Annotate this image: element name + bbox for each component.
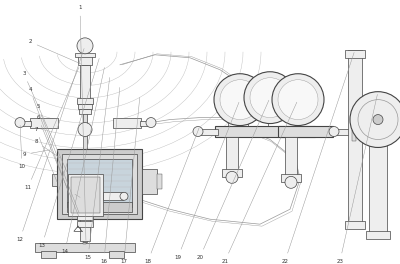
Bar — [278, 126, 333, 138]
Text: 3: 3 — [22, 71, 67, 172]
Text: 15: 15 — [84, 78, 110, 260]
Text: 19: 19 — [174, 102, 239, 260]
Bar — [78, 56, 92, 65]
Bar — [78, 104, 92, 109]
Bar — [226, 138, 238, 172]
Bar — [62, 154, 137, 214]
Circle shape — [193, 126, 203, 136]
Bar — [83, 240, 86, 244]
Bar — [75, 53, 95, 57]
Bar — [79, 109, 91, 114]
Text: 8: 8 — [34, 139, 60, 158]
Circle shape — [350, 92, 400, 148]
Circle shape — [250, 78, 290, 117]
Bar — [224, 115, 232, 119]
Circle shape — [78, 122, 92, 136]
Text: 12: 12 — [16, 49, 84, 242]
Text: 17: 17 — [120, 97, 140, 263]
Text: 14: 14 — [62, 68, 104, 254]
Text: 10: 10 — [18, 125, 26, 169]
Bar — [345, 50, 365, 58]
Circle shape — [329, 126, 339, 136]
Bar — [68, 174, 103, 216]
Bar — [315, 129, 333, 135]
Circle shape — [15, 117, 25, 128]
Circle shape — [272, 74, 324, 126]
Bar — [77, 221, 93, 227]
Text: 23: 23 — [336, 94, 377, 263]
Bar — [345, 221, 365, 229]
Text: 16: 16 — [100, 87, 120, 263]
Bar — [285, 138, 297, 177]
Bar — [35, 243, 135, 252]
Bar — [348, 50, 362, 224]
Circle shape — [226, 171, 238, 183]
Text: 22: 22 — [282, 53, 354, 263]
Bar — [52, 174, 57, 186]
Text: 21: 21 — [222, 102, 297, 263]
Text: 2: 2 — [28, 39, 80, 64]
Text: 11: 11 — [24, 67, 79, 190]
Bar — [22, 121, 31, 126]
Bar — [67, 202, 132, 212]
Circle shape — [244, 72, 296, 124]
Bar — [41, 251, 56, 258]
Bar — [244, 115, 252, 119]
Bar — [215, 126, 315, 138]
Bar — [140, 121, 149, 126]
Circle shape — [120, 192, 128, 200]
Text: 13: 13 — [38, 58, 99, 248]
Text: 20: 20 — [196, 100, 269, 260]
Bar — [113, 117, 141, 128]
Text: 1: 1 — [78, 6, 86, 240]
Bar — [333, 129, 353, 135]
Text: 5: 5 — [36, 104, 79, 213]
Text: 4: 4 — [28, 87, 69, 194]
Bar — [80, 65, 90, 100]
Circle shape — [220, 80, 260, 120]
Bar — [157, 174, 162, 189]
Bar — [57, 149, 142, 219]
Text: 7: 7 — [34, 127, 57, 182]
Bar — [264, 115, 272, 119]
Circle shape — [285, 176, 297, 188]
Bar — [67, 159, 132, 207]
Text: 9: 9 — [22, 150, 49, 157]
Bar — [352, 130, 356, 142]
Circle shape — [214, 74, 266, 126]
Bar — [369, 144, 387, 234]
Bar — [80, 219, 90, 241]
Circle shape — [373, 115, 383, 125]
Bar — [222, 169, 242, 177]
Text: 6: 6 — [36, 115, 79, 217]
Bar — [83, 65, 87, 242]
Text: 18: 18 — [144, 128, 199, 263]
Circle shape — [278, 80, 318, 120]
Bar — [281, 174, 301, 182]
Bar — [71, 177, 100, 213]
Circle shape — [146, 117, 156, 128]
Bar — [30, 117, 58, 128]
Bar — [103, 192, 123, 200]
Bar — [366, 231, 390, 239]
Bar — [294, 115, 302, 119]
Bar — [200, 129, 218, 135]
Bar — [77, 98, 93, 104]
Circle shape — [77, 38, 93, 54]
Bar — [142, 169, 157, 194]
Bar — [109, 251, 124, 258]
Bar — [77, 215, 93, 220]
